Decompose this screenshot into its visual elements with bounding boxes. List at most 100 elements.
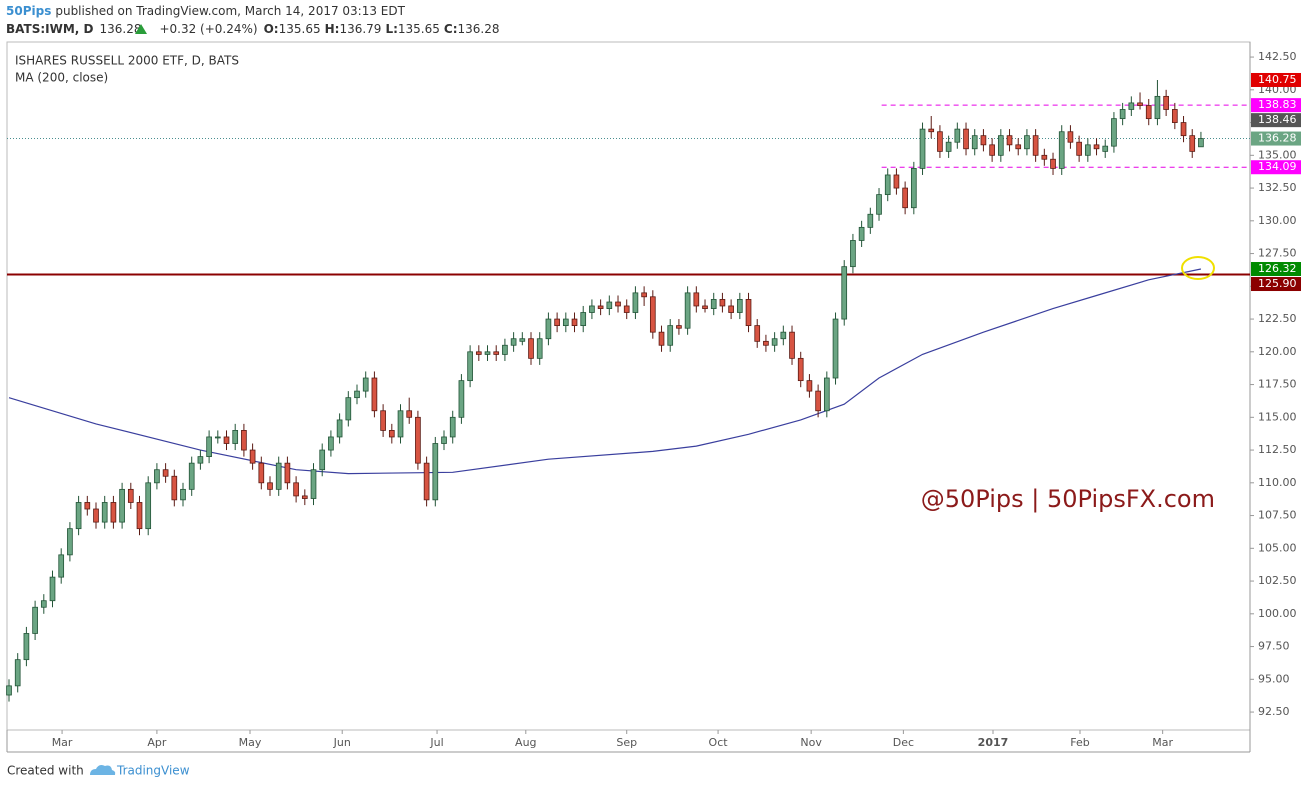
- candle-body: [441, 436, 447, 444]
- published: published on TradingView.com, March 14, …: [55, 4, 405, 18]
- candle-body: [1067, 131, 1074, 143]
- tradingview-logo: [90, 765, 116, 775]
- brand[interactable]: TradingView: [116, 764, 190, 778]
- candle-body: [84, 502, 91, 510]
- candle-body: [197, 456, 204, 464]
- candle-body: [858, 226, 865, 241]
- candle-body: [876, 194, 882, 215]
- candle-body: [615, 301, 621, 307]
- candle-body: [1171, 109, 1178, 123]
- candle-body: [1006, 135, 1013, 146]
- candle-body: [510, 338, 517, 346]
- candle-body: [14, 659, 21, 687]
- y-tick-label: 97.50: [1258, 640, 1290, 653]
- candle-body: [1084, 144, 1091, 156]
- candle-body: [893, 174, 900, 189]
- candle-body: [406, 410, 413, 418]
- candle-body: [23, 633, 30, 661]
- candle-body: [676, 325, 682, 329]
- candle-body: [40, 600, 47, 608]
- candle-body: [1015, 144, 1022, 150]
- candle-body: [362, 377, 369, 392]
- candle-body: [937, 131, 943, 152]
- candle-body: [110, 502, 117, 523]
- change: +0.32 (+0.24%): [159, 22, 257, 36]
- candle-body: [1050, 158, 1056, 169]
- candle-body: [301, 495, 308, 499]
- candle-body: [667, 325, 674, 346]
- low: 135.65: [398, 22, 440, 36]
- candle-body: [980, 135, 987, 146]
- candle-body: [1032, 135, 1039, 156]
- candle-body: [275, 462, 282, 490]
- candle-body: [354, 390, 360, 399]
- x-tick-label: 2017: [978, 736, 1009, 749]
- candle-body: [910, 168, 917, 209]
- x-tick-label: Nov: [800, 736, 822, 749]
- candle-body: [188, 462, 195, 490]
- candle-body: [345, 397, 352, 421]
- candle-body: [310, 469, 317, 499]
- candle-body: [867, 213, 874, 228]
- candle-body: [145, 482, 152, 530]
- candle-body: [75, 502, 82, 530]
- high-label: H:: [325, 22, 340, 36]
- publish-line: 50Pips published on TradingView.com, Marc…: [6, 4, 406, 18]
- candle-body: [136, 502, 143, 530]
- candle-body: [754, 325, 761, 342]
- candle-body: [319, 449, 326, 471]
- price-label-bg: [1251, 131, 1301, 146]
- candle-body: [119, 488, 125, 523]
- high: 136.79: [339, 22, 381, 36]
- candle-body: [823, 377, 830, 412]
- created-with: Created with: [7, 764, 84, 778]
- candle-body: [954, 128, 961, 143]
- candle-body: [241, 430, 247, 451]
- candle-body: [780, 331, 787, 340]
- price-label: 126.32: [1258, 262, 1297, 275]
- candle-body: [736, 299, 743, 313]
- candle-body: [580, 312, 587, 327]
- price-label: 136.28: [1258, 132, 1297, 145]
- candle-body: [1119, 109, 1126, 120]
- y-tick-label: 127.50: [1258, 247, 1297, 260]
- candle-body: [458, 380, 465, 418]
- candle-body: [771, 338, 778, 346]
- candle-body: [101, 502, 108, 523]
- candle-body: [884, 174, 891, 196]
- candle-body: [93, 508, 99, 523]
- candle-body: [832, 318, 839, 379]
- candle-body: [536, 338, 543, 359]
- candle-body: [432, 443, 439, 501]
- candle-body: [641, 292, 647, 298]
- close-label: C:: [444, 22, 458, 36]
- author[interactable]: 50Pips: [6, 4, 51, 18]
- y-tick-label: 107.50: [1258, 509, 1297, 522]
- candle-body: [67, 528, 73, 556]
- candle-body: [467, 351, 473, 382]
- candle-body: [589, 305, 595, 313]
- candle-body: [597, 305, 604, 309]
- price-label: 125.90: [1258, 277, 1297, 290]
- marks: [6, 79, 1250, 702]
- moving-average: [8, 268, 1202, 475]
- chart-title: ISHARES RUSSELL 2000 ETF, D, BATS: [15, 54, 239, 68]
- candle-body: [423, 462, 430, 501]
- candle-body: [284, 462, 291, 484]
- candle-body: [963, 128, 969, 150]
- y-tick-label: 102.50: [1258, 574, 1297, 587]
- candle-body: [684, 292, 691, 329]
- open-label: O:: [264, 22, 279, 36]
- price-label: 138.46: [1258, 113, 1297, 126]
- candle-body: [702, 305, 708, 309]
- candle-body: [49, 576, 56, 602]
- x-tick-label: Mar: [52, 736, 73, 749]
- candle-body: [562, 318, 569, 327]
- candle-body: [180, 488, 186, 501]
- candle-body: [649, 296, 656, 333]
- watermark: @50Pips | 50PipsFX.com: [921, 485, 1215, 513]
- candle-body: [623, 305, 630, 313]
- candle-body: [789, 331, 795, 359]
